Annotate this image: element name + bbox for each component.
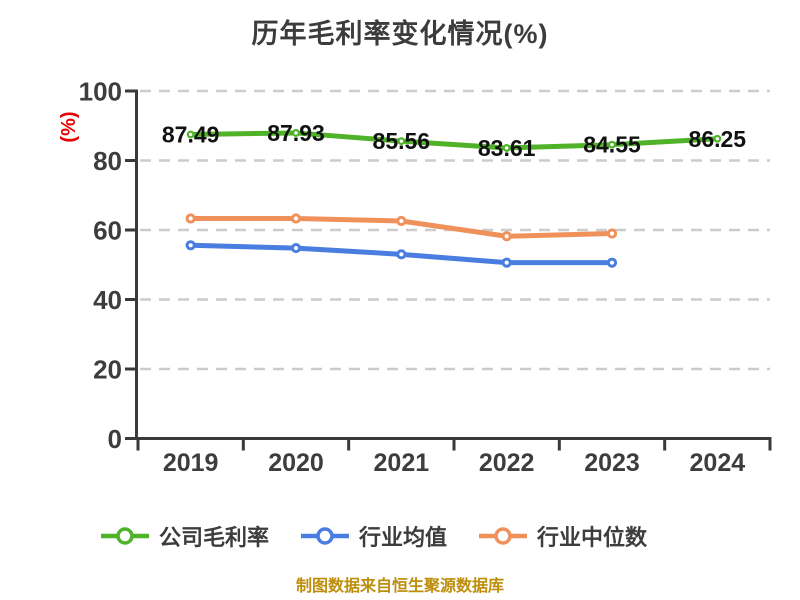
data-point-1-4 [606,257,618,268]
legend-marker-icon [300,527,349,545]
data-label-0-3: 83.61 [478,135,536,161]
data-point-0-3 [502,144,511,152]
data-point-1-1 [290,242,302,254]
data-point-2-1 [290,213,302,224]
data-label-0-2: 85.56 [373,128,431,154]
legend-item-1[interactable]: 行业均值 [300,520,447,552]
series-line-0 [188,130,720,151]
chart-title: 历年毛利率变化情况(%) [251,19,549,49]
legend-item-2[interactable]: 行业中位数 [479,520,647,552]
data-source-note: 制图数据来自恒生聚源数据库 [295,578,504,595]
y-axis-unit-label: (%) [58,111,80,142]
x-tick-label-2024: 2024 [690,449,746,477]
legend-label: 公司毛利率 [158,525,269,550]
data-label-0-1: 87.93 [267,120,325,146]
x-tick-label-2021: 2021 [374,449,430,477]
data-point-1-3 [501,257,512,268]
y-tick-label-40: 40 [93,285,122,315]
data-point-0-1 [292,129,300,137]
y-tick-label-80: 80 [93,146,122,176]
data-point-2-2 [396,215,407,227]
legend-label: 行业均值 [358,525,447,550]
x-tick-label-2022: 2022 [479,449,535,477]
legend-marker-icon [479,527,527,545]
data-point-1-0 [185,240,196,251]
x-tick-label-2020: 2020 [268,449,324,477]
data-point-0-4 [608,140,616,149]
x-tick-label-2019: 2019 [163,449,219,477]
legend-label: 行业中位数 [537,525,648,550]
data-point-2-0 [185,213,196,224]
chart-canvas: 0 20 40 60 80 100 2019 2020 2021 2022 2023 2024 (%) 8… [58,77,772,477]
data-point-0-5 [713,134,722,143]
y-tick-label-0: 0 [108,424,122,454]
data-point-2-4 [606,228,618,239]
x-tick-label-2023: 2023 [584,449,640,477]
data-label-0-4: 84.55 [583,132,641,158]
data-point-0-2 [397,137,406,146]
data-point-2-3 [501,231,512,242]
data-label-0-0: 87.49 [162,121,220,147]
y-tick-label-100: 100 [79,77,122,107]
y-tick-label-60: 60 [93,216,122,246]
data-point-1-2 [396,249,407,260]
chart-legend: 公司毛利率 行业均值 行业中位数 [0,516,774,556]
legend-item-0[interactable]: 公司毛利率 [100,520,269,552]
y-tick-label-20: 20 [93,355,122,385]
legend-marker-icon [100,527,149,545]
data-label-0-5: 86.25 [689,126,747,152]
data-point-0-0 [186,130,195,139]
